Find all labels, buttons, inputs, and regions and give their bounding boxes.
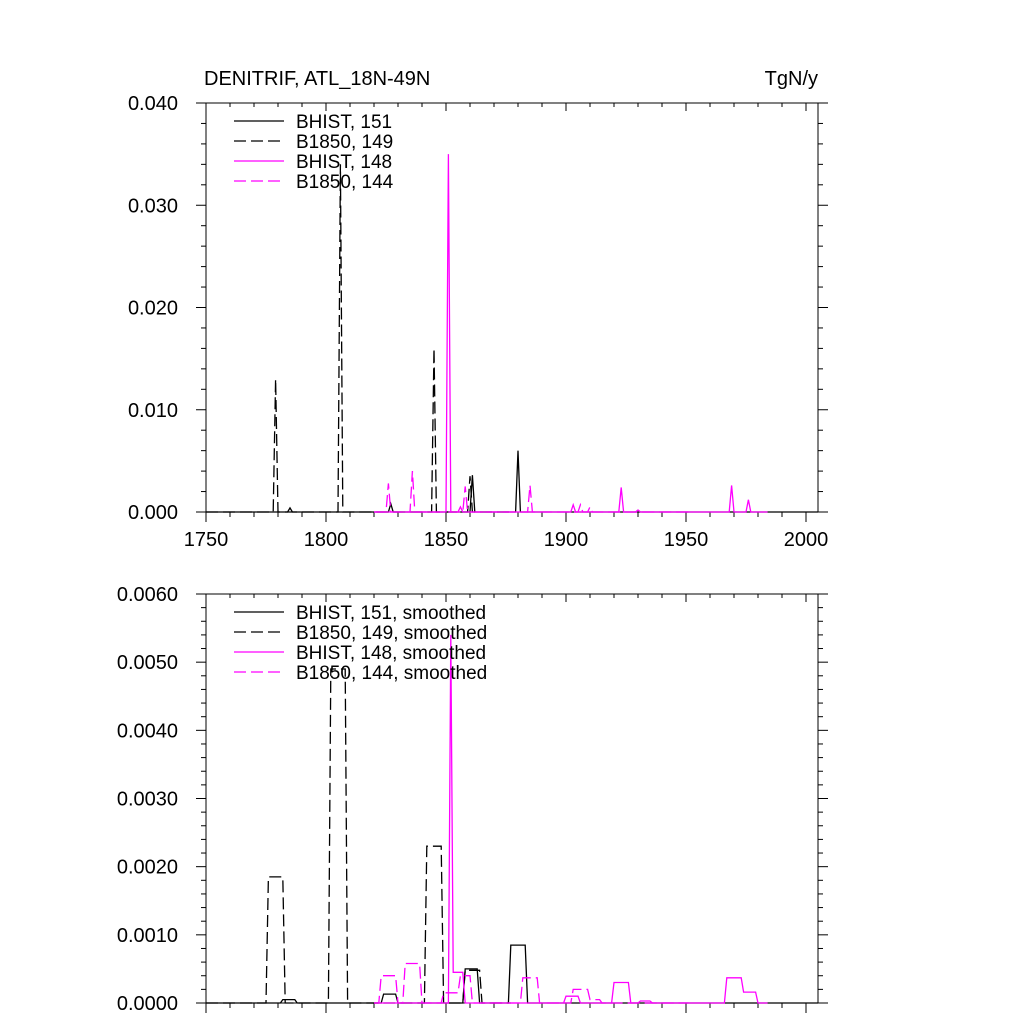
y-tick-label: 0.0020 [117,857,178,879]
y-tick-label: 0.0000 [117,993,178,1015]
legend-label: B1850, 149 [296,132,393,153]
x-tick-label: 1800 [304,529,349,551]
legend-label: BHIST, 151, smoothed [296,603,486,624]
x-tick-label: 1950 [664,529,709,551]
chart-title: DENITRIF, ATL_18N-49N [204,68,430,90]
legend-label: B1850, 149, smoothed [296,623,487,644]
y-tick-label: 0.0040 [117,720,178,742]
y-tick-label: 0.000 [128,502,178,524]
x-tick-label: 1850 [424,529,469,551]
series-line-2 [206,164,511,513]
series-line-3 [374,154,768,513]
legend-label: BHIST, 151 [296,112,392,133]
legend-label: BHIST, 148, smoothed [296,643,486,664]
x-tick-label: 1750 [184,529,229,551]
y-tick-label: 0.0010 [117,925,178,947]
legend-label: B1850, 144 [296,172,394,193]
legend-label: BHIST, 148 [296,152,392,173]
series-line-2 [206,668,511,1004]
x-tick-label: 2000 [784,529,829,551]
y-tick-label: 0.040 [128,93,178,115]
legend-label: B1850, 144, smoothed [296,663,487,684]
series-line-3 [374,634,768,1004]
series-line-4 [374,471,689,513]
y-tick-label: 0.0030 [117,789,178,811]
x-tick-label: 1900 [544,529,589,551]
y-tick-label: 0.010 [128,400,178,422]
panel-2: 0.0000 0.0010 0.0020 0.0030 0.0040 0.0050 0.00… [117,584,828,1015]
panel-1: 1750 1800 1850 1900 1950 2000 0.000 0.010 0.020 0… [128,68,828,551]
y-tick-label: 0.0060 [117,584,178,606]
y-tick-label: 0.020 [128,298,178,320]
series-line-4 [374,962,689,1004]
series-line-1 [206,450,818,513]
y-tick-label: 0.0050 [117,652,178,674]
units-label: TgN/y [765,68,818,90]
series-line-1 [206,944,818,1004]
y-tick-label: 0.030 [128,195,178,217]
